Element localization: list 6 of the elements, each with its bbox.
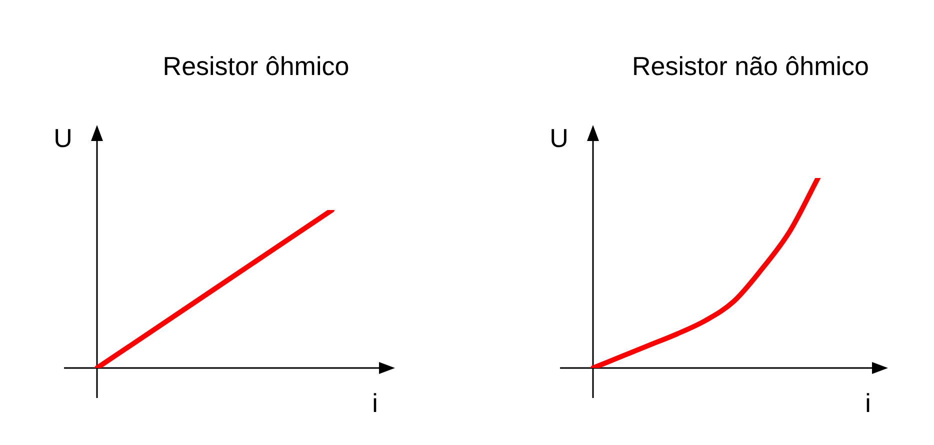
x-axis-title: i xyxy=(372,388,378,418)
y-axis-title: U xyxy=(54,123,72,154)
x-axis-title: i xyxy=(865,388,871,418)
chart-title: Resistor não ôhmico xyxy=(632,51,869,82)
chart-title: Resistor ôhmico xyxy=(162,51,350,82)
y-axis-title: U xyxy=(550,123,568,154)
